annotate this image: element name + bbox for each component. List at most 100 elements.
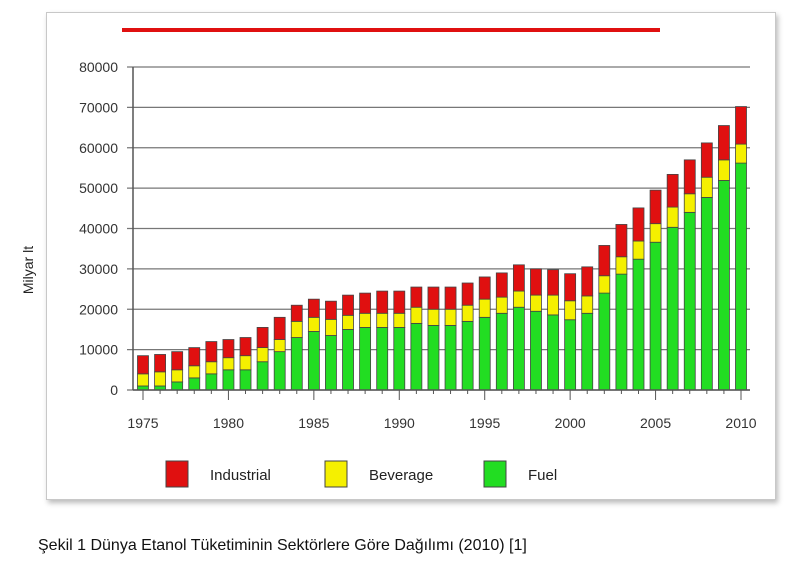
bar-beverage-2009 [718, 159, 730, 181]
bar-beverage-1993 [444, 308, 457, 326]
bar-fuel-2003 [615, 273, 628, 391]
x-tick-label: 1995 [469, 415, 500, 431]
bar-beverage-1978 [188, 365, 201, 379]
bar-fuel-1997 [512, 306, 525, 391]
bar-beverage-1975 [137, 373, 149, 387]
bar-fuel-2007 [683, 211, 696, 391]
bar-fuel-1987 [342, 329, 354, 391]
bar-industrial-1975 [137, 355, 149, 375]
y-tick-label: 10000 [79, 342, 118, 358]
bar-industrial-1979 [205, 341, 218, 363]
bar-beverage-1976 [154, 371, 166, 387]
bar-industrial-1985 [307, 298, 320, 318]
bar-fuel-1989 [376, 327, 389, 391]
x-tick-label: 2000 [555, 415, 586, 431]
bar-industrial-1977 [171, 351, 184, 371]
bar-beverage-1987 [342, 314, 354, 330]
bar-industrial-1981 [239, 337, 252, 357]
bar-fuel-1986 [325, 335, 337, 391]
bar-beverage-1992 [427, 308, 440, 326]
bar-industrial-2003 [615, 224, 628, 258]
bar-fuel-1990 [393, 327, 406, 391]
bar-industrial-1991 [410, 286, 423, 308]
bar-industrial-1998 [530, 268, 542, 296]
legend-label-fuel: Fuel [528, 467, 557, 484]
bar-industrial-2006 [666, 173, 679, 208]
bar-fuel-2010 [735, 162, 747, 391]
bar-fuel-1980 [222, 369, 235, 391]
bar-fuel-1999 [547, 314, 559, 391]
bar-fuel-1995 [478, 316, 491, 391]
bar-industrial-1994 [461, 282, 474, 306]
bar-fuel-1981 [239, 369, 252, 391]
bar-beverage-2001 [581, 295, 594, 314]
bar-beverage-1983 [273, 339, 286, 353]
bar-beverage-1977 [171, 369, 184, 383]
bar-industrial-2010 [735, 106, 747, 145]
figure-caption: Şekil 1 Dünya Etanol Tüketiminin Sektörl… [38, 537, 527, 554]
bar-fuel-2009 [718, 180, 730, 391]
bar-beverage-2006 [666, 206, 679, 228]
bar-industrial-1986 [325, 300, 337, 320]
x-tick-label: 2010 [725, 415, 756, 431]
bar-beverage-1989 [376, 312, 389, 328]
bar-industrial-1996 [495, 272, 508, 298]
bar-beverage-1998 [530, 294, 542, 312]
bar-beverage-1981 [239, 355, 252, 371]
bar-fuel-1998 [530, 310, 542, 391]
legend-label-beverage: Beverage [369, 467, 433, 484]
bar-industrial-1984 [290, 304, 303, 322]
legend-label-industrial: Industrial [210, 467, 271, 484]
bar-fuel-2002 [598, 292, 611, 391]
bar-fuel-1983 [273, 351, 286, 391]
bar-fuel-2004 [632, 258, 645, 391]
bar-industrial-1995 [478, 276, 491, 300]
bar-beverage-1979 [205, 361, 218, 375]
x-tick-label: 1985 [298, 415, 329, 431]
y-tick-label: 20000 [79, 301, 118, 317]
legend-swatch-industrial [165, 460, 189, 488]
bar-industrial-1978 [188, 347, 201, 367]
bar-industrial-2007 [683, 159, 696, 195]
bar-industrial-2001 [581, 266, 594, 297]
bar-industrial-1990 [393, 290, 406, 314]
bar-beverage-2008 [700, 176, 713, 198]
y-axis-label: Milyar lt [20, 245, 36, 295]
bar-beverage-1982 [256, 347, 269, 363]
bar-industrial-2008 [700, 142, 713, 178]
bar-fuel-1992 [427, 324, 440, 391]
y-tick-label: 80000 [79, 59, 118, 75]
bar-industrial-1980 [222, 339, 235, 359]
y-tick-label: 60000 [79, 140, 118, 156]
bar-beverage-1980 [222, 357, 235, 371]
y-tick-label: 0 [110, 382, 118, 398]
bar-fuel-2000 [564, 319, 577, 391]
bar-beverage-1985 [307, 316, 320, 332]
bar-industrial-2005 [649, 189, 662, 225]
x-tick-label: 1990 [384, 415, 415, 431]
bar-fuel-1988 [359, 327, 372, 391]
bar-beverage-1995 [478, 298, 491, 318]
bar-fuel-1993 [444, 324, 457, 391]
bar-industrial-1983 [273, 316, 286, 340]
bar-beverage-1991 [410, 306, 423, 324]
x-tick-label: 2005 [640, 415, 671, 431]
bar-beverage-2005 [649, 223, 662, 243]
bar-industrial-2004 [632, 207, 645, 242]
y-tick-label: 40000 [79, 221, 118, 237]
bar-beverage-2007 [683, 193, 696, 213]
bar-fuel-2006 [666, 226, 679, 391]
bar-beverage-1997 [512, 290, 525, 308]
bar-industrial-1992 [427, 286, 440, 310]
legend-swatch-beverage [324, 460, 348, 488]
legend-swatch-fuel [483, 460, 507, 488]
bar-beverage-2003 [615, 256, 628, 275]
y-tick-label: 70000 [79, 99, 118, 115]
bar-industrial-1982 [256, 327, 269, 349]
bar-beverage-1999 [547, 294, 559, 316]
bar-fuel-2005 [649, 241, 662, 391]
bar-industrial-2009 [718, 125, 730, 161]
bar-fuel-1984 [290, 337, 303, 391]
bar-beverage-1996 [495, 296, 508, 314]
